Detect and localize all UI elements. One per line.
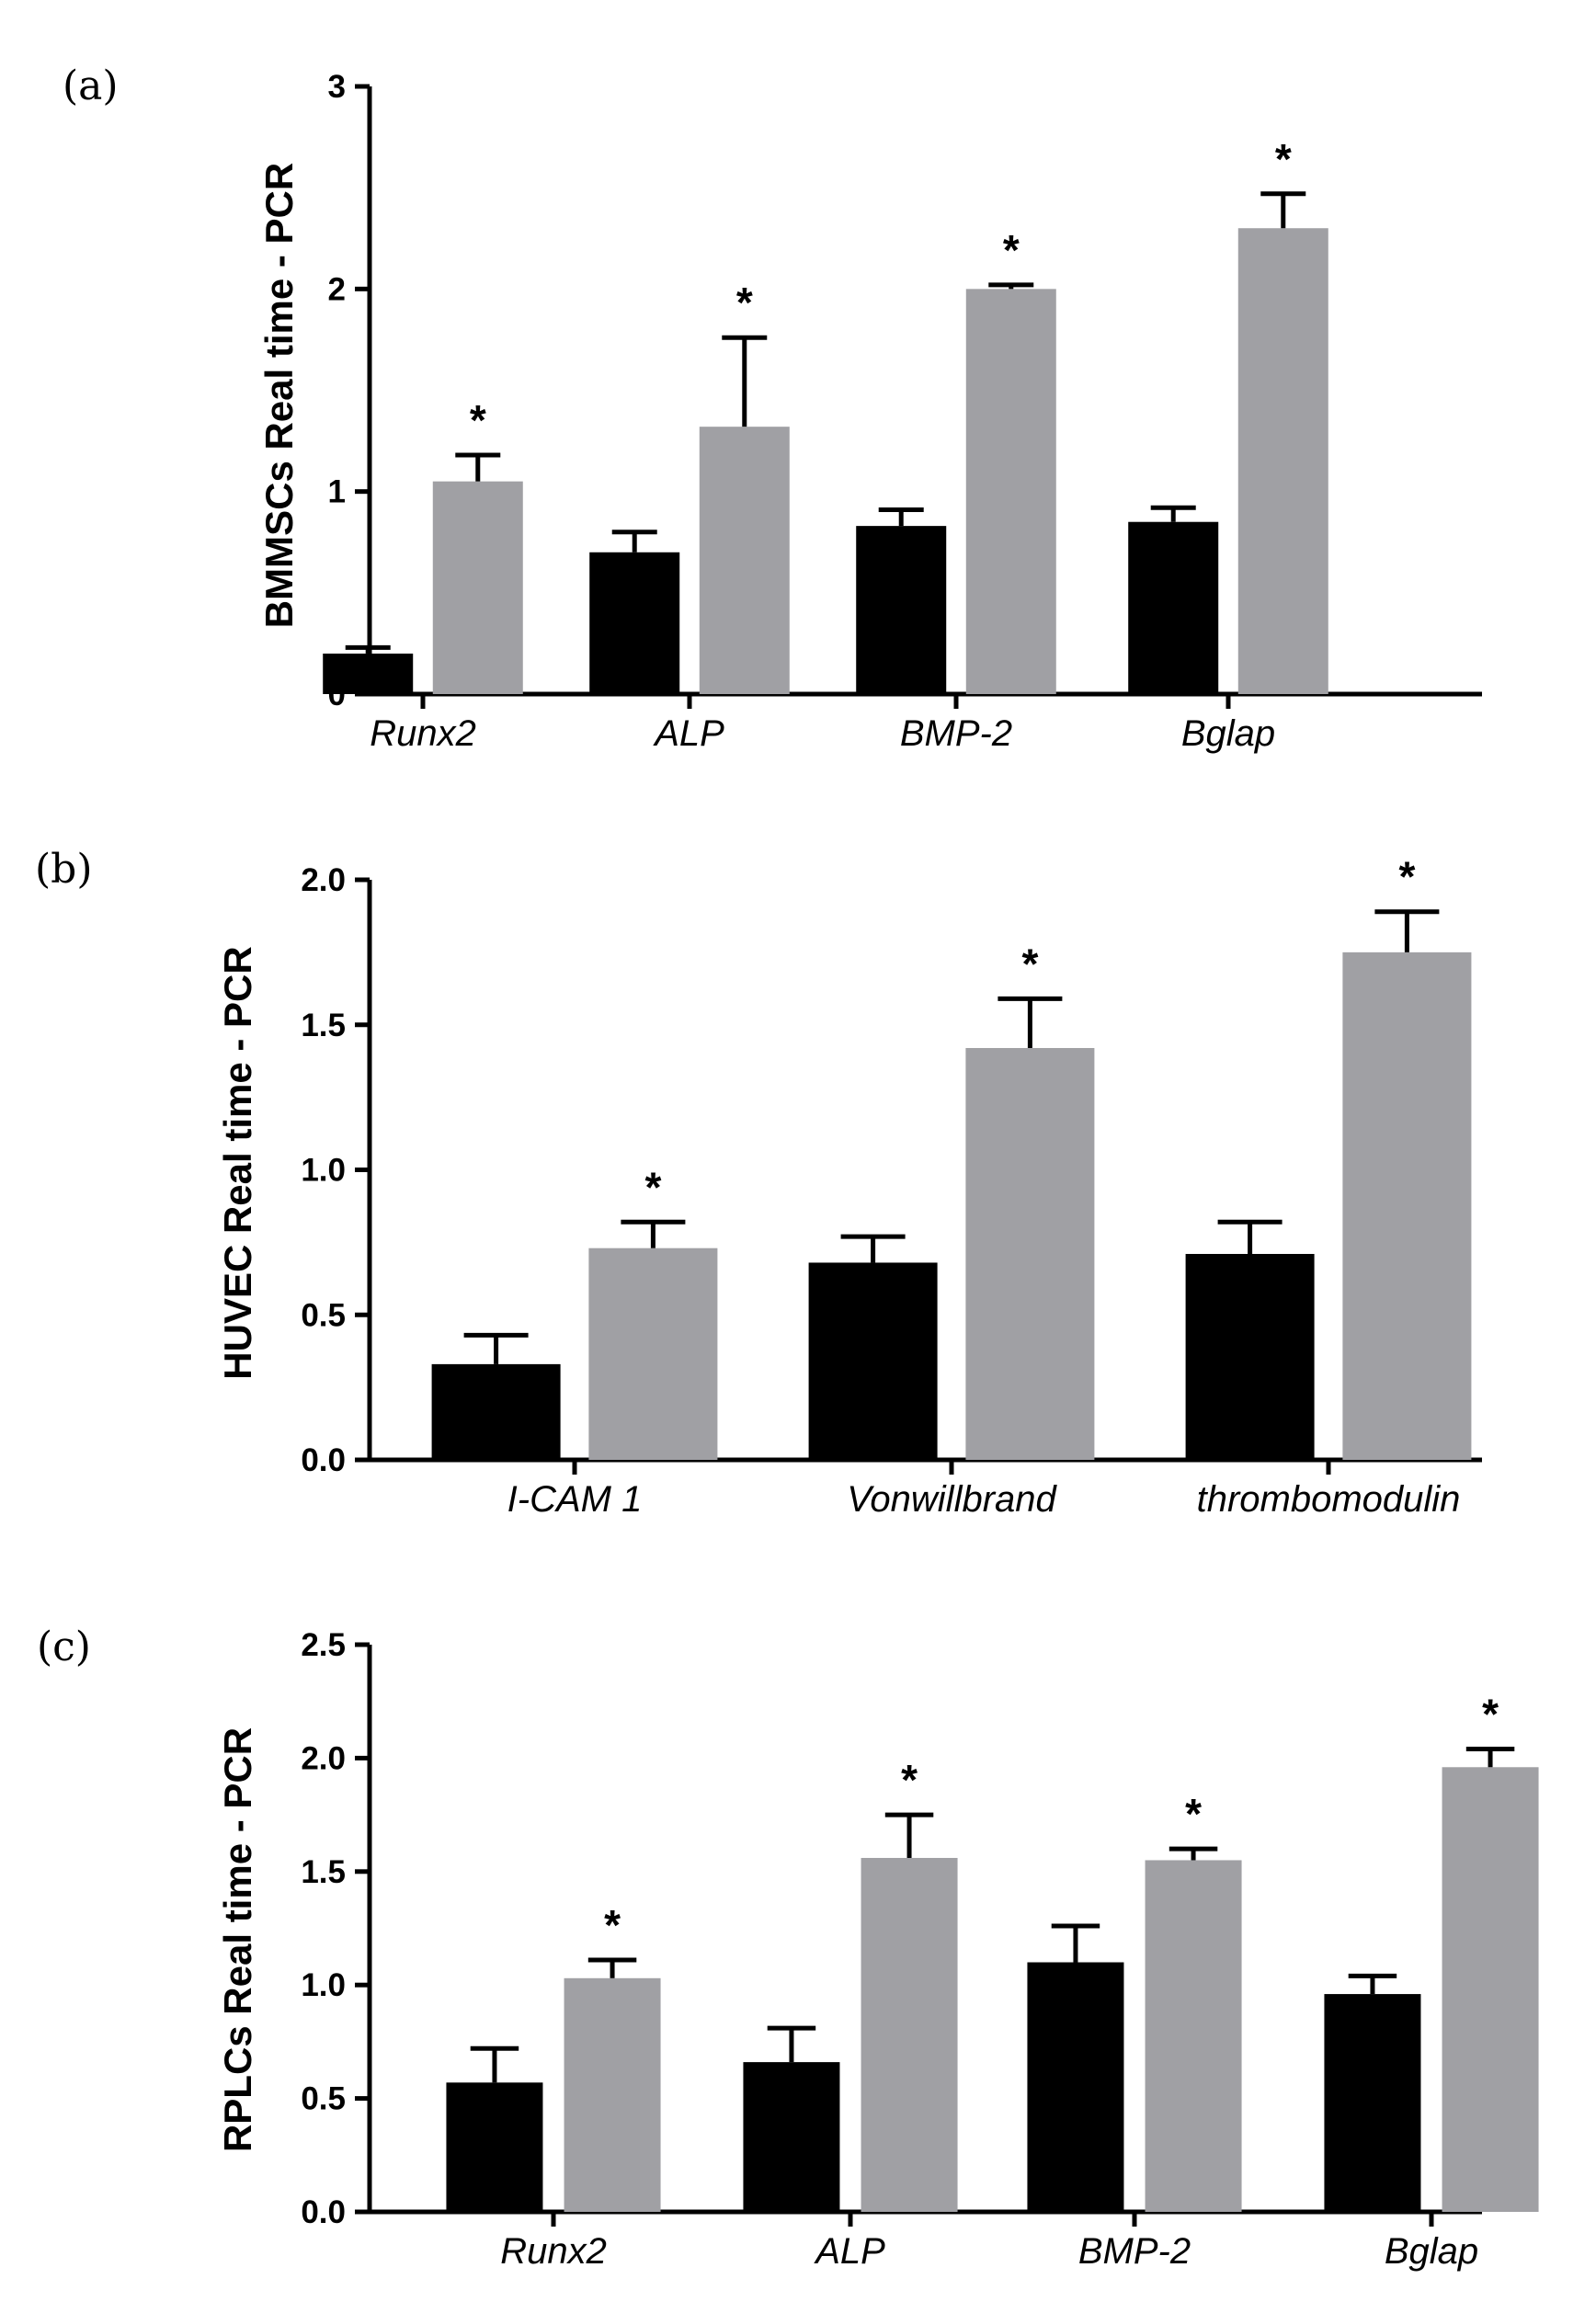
panel-c-y-tick-label: 0.0	[301, 2194, 346, 2230]
panel-c-bar-control	[1027, 1962, 1124, 2212]
panel-c-x-tick-label: ALP	[814, 2231, 885, 2272]
panel-c-significance-marker: *	[1482, 1691, 1499, 1738]
panel-a-bar-control	[856, 526, 947, 694]
panel-b-x-tick-label: thrombomodulin	[1197, 1479, 1461, 1520]
panel-b-ylabel: HUVEC Real time - PCR	[216, 946, 259, 1379]
panel-b-significance-marker: *	[1398, 853, 1415, 901]
panel-a-bar-treated	[699, 427, 790, 694]
panel-c-y-tick-label: 2.0	[301, 1740, 346, 1776]
panel-b-bar-treated	[588, 1248, 718, 1460]
panel-b-marks: 0.0 0.5 1.0 1.5 2.0 I-CAM 1 * Vonwillbrand * thro…	[301, 853, 1482, 1520]
panel-c-significance-marker: *	[1185, 1790, 1202, 1838]
panel-c-x-tick-label: Runx2	[500, 2231, 607, 2272]
panel-b-y-tick-label: 2.0	[301, 862, 346, 898]
panel-c-bar-treated	[1145, 1860, 1242, 2212]
panel-a-bar-control	[1128, 521, 1219, 694]
panel-c-x-tick-label: BMP-2	[1078, 2231, 1191, 2272]
panel-c-y-tick-label: 2.5	[301, 1627, 346, 1663]
panel-b-significance-marker: *	[1021, 940, 1038, 987]
panel-a-y-tick-label: 1	[328, 474, 346, 510]
panel-a-significance-marker: *	[470, 396, 486, 444]
panel-a-bar-treated	[965, 289, 1056, 694]
panel-a: (a) BMMSCs Real time - PCR 0123Runx2*ALP…	[63, 63, 1482, 754]
panel-b-y-tick-label: 0.0	[301, 1442, 346, 1478]
panel-c-significance-marker: *	[604, 1901, 621, 1949]
panel-c-y-tick-label: 0.5	[301, 2081, 346, 2117]
panel-a-bar-treated	[432, 481, 523, 694]
panel-b-y-tick-label: 1.5	[301, 1008, 346, 1043]
panel-c-y-tick-label: 1.0	[301, 1967, 346, 2003]
panel-a-x-tick-label: Bglap	[1181, 713, 1275, 754]
panel-c-ylabel: RPLCs Real time - PCR	[216, 1727, 259, 2152]
panel-c-x-tick-label: Bglap	[1385, 2231, 1478, 2272]
panel-c-bar-control	[1324, 1994, 1421, 2212]
panel-b-y-tick-label: 1.0	[301, 1153, 346, 1189]
panel-a-label: (a)	[63, 63, 119, 109]
panel-b-bar-control	[808, 1262, 938, 1460]
panel-a-y-tick-label: 2	[328, 271, 346, 307]
panel-c-bar-control	[743, 2062, 840, 2212]
panel-b-bar-control	[431, 1363, 561, 1460]
panel-b-significance-marker: *	[644, 1163, 661, 1211]
panel-c-significance-marker: *	[901, 1756, 918, 1804]
panel-a-x-tick-label: Runx2	[370, 713, 476, 754]
panel-a-significance-marker: *	[1003, 226, 1020, 274]
panel-c-bar-treated	[564, 1977, 661, 2212]
panel-c: (c) RPLCs Real time - PCR 0.0 0.5 1.0 1.5 2.…	[37, 1624, 1539, 2272]
panel-b-x-tick-label: I-CAM 1	[507, 1479, 643, 1520]
panel-a-bar-treated	[1237, 228, 1328, 694]
panel-c-bar-treated	[1442, 1767, 1539, 2212]
panel-b-bar-treated	[965, 1047, 1095, 1460]
panel-b: (b) HUVEC Real time - PCR 0.0 0.5 1.0 1.5 2.…	[35, 846, 1482, 1520]
panel-a-significance-marker: *	[736, 279, 753, 326]
panel-b-bar-treated	[1342, 951, 1472, 1460]
panel-b-bar-control	[1185, 1253, 1315, 1460]
panel-c-y-tick-label: 1.5	[301, 1854, 346, 1890]
panel-c-bar-treated	[861, 1857, 958, 2212]
panel-b-x-tick-label: Vonwillbrand	[847, 1479, 1057, 1520]
panel-a-x-tick-label: ALP	[653, 713, 724, 754]
panel-a-bar-control	[589, 552, 680, 694]
panel-c-marks: 0.0 0.5 1.0 1.5 2.0 2.5 Runx2 * ALP * BMP-2 * Bglap *	[301, 1627, 1539, 2272]
panel-a-ylabel: BMMSCs Real time - PCR	[257, 163, 301, 628]
panel-a-significance-marker: *	[1275, 135, 1292, 183]
panel-b-y-tick-label: 0.5	[301, 1297, 346, 1333]
panel-c-label: (c)	[37, 1624, 91, 1670]
panel-b-label: (b)	[35, 846, 93, 893]
panel-a-bar-control	[323, 653, 414, 694]
panel-a-y-tick-label: 3	[328, 69, 346, 105]
panel-c-bar-control	[446, 2082, 543, 2212]
panel-a-x-tick-label: BMP-2	[900, 713, 1012, 754]
